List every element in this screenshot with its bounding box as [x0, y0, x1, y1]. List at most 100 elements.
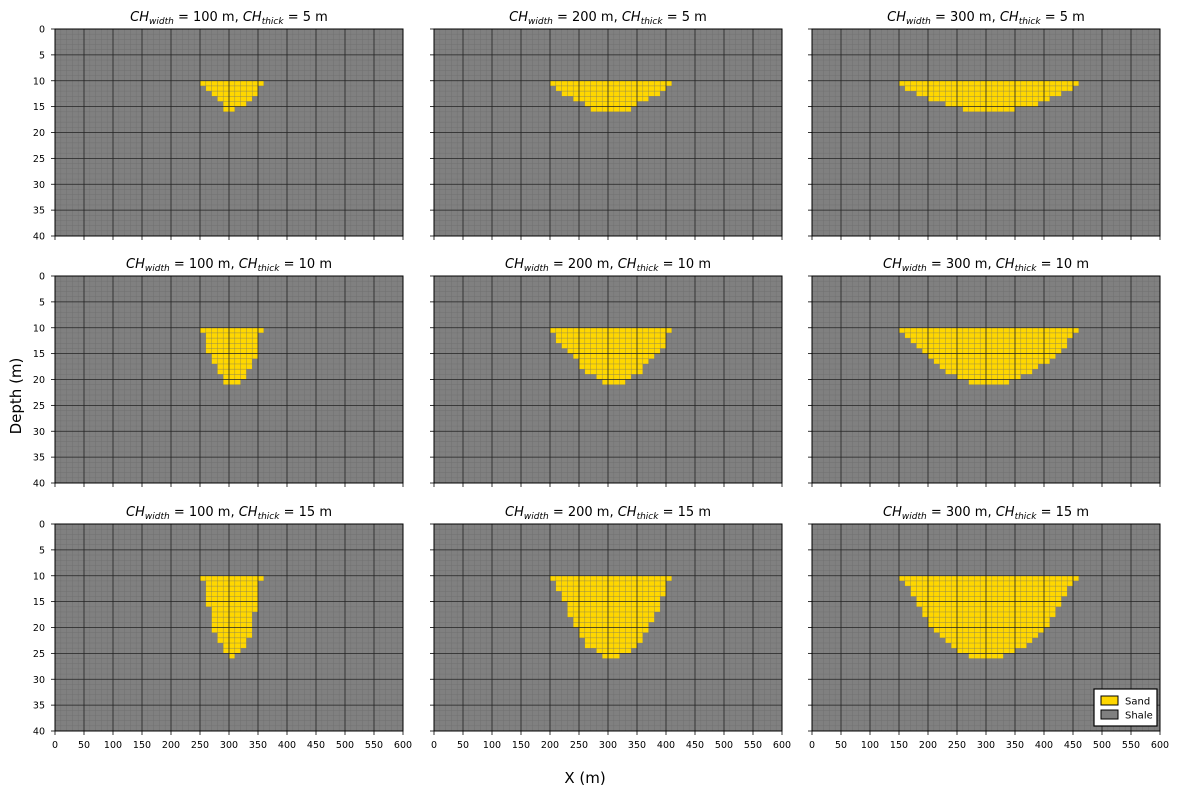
sand-row-depth-14 — [205, 348, 258, 354]
y-tick-label: 35 — [33, 206, 45, 217]
sand-row-depth-10 — [899, 575, 1079, 581]
sand-row-depth-19 — [928, 622, 1050, 628]
x-tick-label: 550 — [744, 740, 762, 751]
sand-row-depth-20 — [211, 627, 253, 633]
panel-title: CHwidth = 100 m, CHthick = 15 m — [126, 505, 332, 522]
title-part-base1: CH — [126, 257, 145, 272]
title-part-sub1: width — [145, 264, 170, 274]
title-part-sub1: width — [902, 512, 927, 522]
ticks — [430, 28, 783, 240]
sand-row-depth-19 — [573, 622, 649, 628]
sand-row-depth-11 — [904, 580, 1073, 587]
x-tick-label: 200 — [541, 740, 559, 751]
sand-row-depth-23 — [951, 643, 1027, 649]
sand-row-depth-12 — [555, 586, 666, 592]
sand-row-depth-17 — [939, 363, 1039, 370]
sand-row-depth-14 — [916, 596, 1062, 602]
y-tick-label: 10 — [33, 323, 45, 334]
sand-row-depth-10 — [200, 80, 264, 86]
x-tick-label: 100 — [483, 740, 501, 751]
y-tick-label: 40 — [33, 727, 45, 738]
title-part-base1: CH — [505, 505, 524, 520]
y-tick-label: 40 — [33, 479, 45, 490]
major-grid — [55, 524, 403, 731]
title-part-mid: = 100 m, — [170, 505, 239, 520]
panel-title: CHwidth = 100 m, CHthick = 5 m — [130, 10, 328, 27]
y-tick-label: 10 — [33, 571, 45, 582]
y-tick-label: 15 — [33, 597, 45, 608]
title-part-sub1: width — [149, 17, 174, 27]
x-tick-label: 350 — [1006, 740, 1024, 751]
sand-row-depth-20 — [223, 379, 241, 385]
sand-row-depth-18 — [217, 369, 247, 375]
sand-row-depth-10 — [899, 327, 1079, 333]
ticks — [808, 28, 1161, 240]
x-tick-label: 450 — [1064, 740, 1082, 751]
x-tick-label: 400 — [1035, 740, 1053, 751]
title-part-base1: CH — [883, 505, 902, 520]
sand-row-depth-12 — [561, 91, 661, 97]
title-part-mid: = 200 m, — [553, 10, 622, 25]
panel-title: CHwidth = 300 m, CHthick = 10 m — [883, 257, 1089, 274]
title-part-end: = 15 m — [658, 505, 711, 520]
y-tick-label: 25 — [33, 401, 45, 412]
ticks — [430, 523, 783, 735]
title-part-sub2: thick — [641, 17, 664, 27]
title-part-sub2: thick — [258, 512, 281, 522]
sand-row-depth-19 — [211, 622, 253, 628]
x-tick-label: 50 — [835, 740, 847, 751]
y-tick-label: 30 — [33, 675, 45, 686]
major-grid — [812, 524, 1160, 731]
sand-row-depth-14 — [584, 101, 637, 107]
x-tick-label: 200 — [162, 740, 180, 751]
panel-7: 0 50 100 150 200 250 300 350 400 450 500 550 600 0 5 10… — [33, 505, 412, 751]
sand-row-depth-11 — [555, 85, 666, 92]
sand-row-depth-15 — [916, 601, 1062, 607]
x-tick-label: 400 — [657, 740, 675, 751]
sand-row-depth-16 — [211, 358, 253, 364]
x-tick-label: 150 — [133, 740, 151, 751]
title-part-sub2: thick — [1015, 264, 1038, 274]
sand-row-depth-17 — [211, 611, 253, 618]
y-tick-label: 5 — [39, 545, 45, 556]
sand-row-depth-10 — [550, 80, 672, 86]
title-part-base2: CH — [1000, 10, 1019, 25]
x-tick-label: 500 — [336, 740, 354, 751]
x-tick-label: 500 — [1093, 740, 1111, 751]
title-part-mid: = 200 m, — [549, 505, 618, 520]
panel-title: CHwidth = 300 m, CHthick = 15 m — [883, 505, 1089, 522]
sand-row-depth-17 — [922, 611, 1056, 618]
x-tick-label: 550 — [1122, 740, 1140, 751]
title-part-end: = 5 m — [1041, 10, 1085, 25]
x-tick-label: 350 — [628, 740, 646, 751]
sand-row-depth-18 — [928, 617, 1050, 623]
x-tick-label: 250 — [570, 740, 588, 751]
legend-label-shale: Shale — [1125, 711, 1153, 722]
x-tick-label: 600 — [1151, 740, 1169, 751]
x-tick-label: 100 — [861, 740, 879, 751]
sand-row-depth-21 — [939, 632, 1039, 638]
title-part-sub2: thick — [637, 264, 660, 274]
sand-row-depth-18 — [945, 369, 1033, 375]
x-tick-label: 250 — [948, 740, 966, 751]
y-axis-label: Depth (m) — [7, 358, 25, 435]
x-tick-label: 0 — [52, 740, 58, 751]
title-part-end: = 5 m — [663, 10, 707, 25]
title-part-base2: CH — [239, 257, 258, 272]
y-tick-label: 20 — [33, 128, 45, 139]
title-part-base2: CH — [996, 257, 1015, 272]
x-tick-label: 300 — [977, 740, 995, 751]
title-part-sub2: thick — [262, 17, 285, 27]
title-part-base1: CH — [509, 10, 528, 25]
title-part-sub1: width — [528, 17, 553, 27]
ticks — [51, 523, 404, 735]
title-part-mid: = 100 m, — [170, 257, 239, 272]
major-grid — [434, 524, 782, 731]
title-part-base1: CH — [130, 10, 149, 25]
title-part-mid: = 300 m, — [927, 505, 996, 520]
x-tick-label: 0 — [431, 740, 437, 751]
